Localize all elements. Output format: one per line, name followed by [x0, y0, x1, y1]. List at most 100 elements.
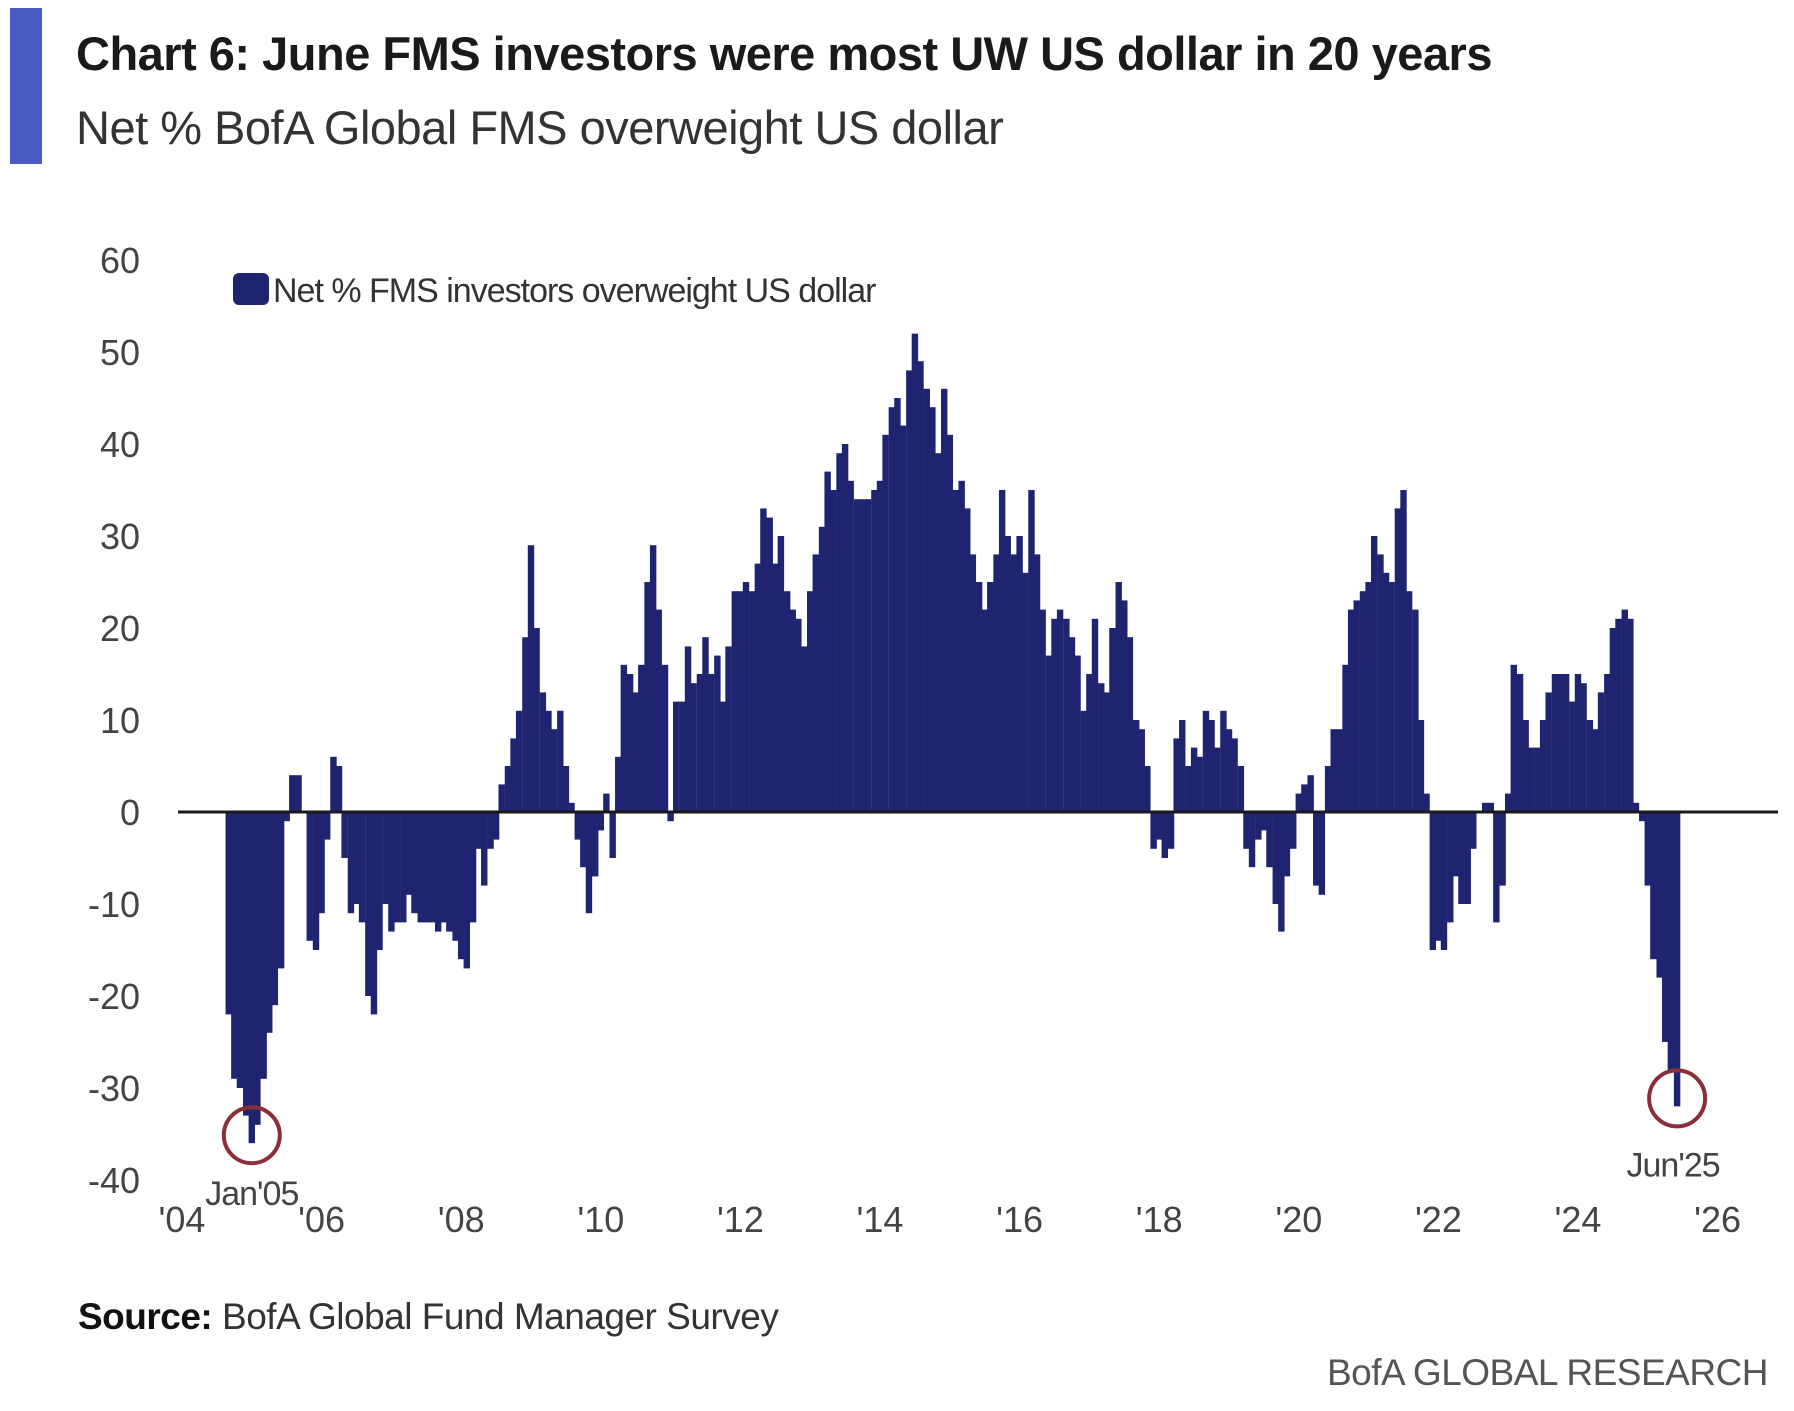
- bar: [1400, 490, 1407, 812]
- y-axis-ticks: 60 50 40 30 20 10 0 -10 -20 -30 -40: [88, 240, 140, 1201]
- bar: [952, 490, 959, 812]
- bar: [1039, 609, 1046, 812]
- bar: [423, 812, 430, 923]
- bar: [859, 499, 866, 812]
- bar: [1639, 812, 1646, 822]
- bar: [661, 664, 669, 812]
- bar: [1208, 720, 1215, 812]
- bar: [655, 609, 662, 812]
- bar: [1021, 572, 1029, 812]
- y-tick-label: -20: [88, 976, 140, 1017]
- x-tick-label: '26: [1694, 1199, 1741, 1240]
- bar: [335, 766, 343, 812]
- bar: [1615, 618, 1622, 812]
- bar: [1068, 637, 1076, 812]
- bar: [830, 490, 837, 812]
- bar: [1132, 720, 1140, 812]
- bar: [341, 812, 348, 858]
- bar: [1196, 756, 1203, 812]
- bar: [1231, 738, 1238, 812]
- chart-subtitle: Net % BofA Global FMS overweight US doll…: [76, 101, 1004, 154]
- bar: [1440, 812, 1448, 950]
- bar: [446, 812, 453, 932]
- bar: [882, 434, 889, 812]
- bar: [1365, 582, 1372, 812]
- bar: [452, 812, 459, 941]
- bar: [1167, 812, 1175, 849]
- bar: [899, 425, 907, 812]
- bar: [876, 480, 884, 812]
- bar: [667, 812, 674, 822]
- bar: [714, 655, 721, 812]
- bar: [1545, 692, 1552, 812]
- bar: [1278, 812, 1285, 932]
- bar: [376, 812, 383, 950]
- annotation-label: Jan'05: [205, 1175, 298, 1213]
- bar: [1644, 812, 1652, 886]
- legend-label: Net % FMS investors overweight US dollar: [273, 272, 876, 310]
- bar: [638, 664, 645, 812]
- bar: [731, 591, 739, 812]
- bar: [1074, 655, 1081, 812]
- bar: [417, 812, 424, 923]
- bar: [254, 812, 261, 1125]
- bar: [941, 388, 948, 812]
- bar: [365, 812, 372, 996]
- bar: [330, 756, 337, 812]
- bar: [766, 517, 773, 812]
- bar: [1144, 766, 1151, 812]
- bar: [283, 812, 290, 822]
- bar: [754, 563, 762, 812]
- bar: [1493, 812, 1500, 923]
- bar: [1115, 582, 1122, 812]
- bar: [725, 646, 732, 812]
- bar: [568, 802, 575, 812]
- bar: [1382, 572, 1390, 812]
- bar: [1359, 591, 1367, 812]
- bar: [1604, 674, 1611, 812]
- bar: [492, 812, 500, 840]
- annotation-label: Jun'25: [1627, 1146, 1720, 1184]
- y-tick-label: 10: [100, 700, 140, 741]
- bar: [358, 812, 366, 923]
- bar: [574, 812, 581, 840]
- bar: [1272, 812, 1279, 904]
- bar: [1342, 664, 1349, 812]
- bar: [1283, 812, 1291, 877]
- bar: [1063, 618, 1070, 812]
- bar: [533, 628, 540, 812]
- x-tick-label: '08: [438, 1199, 485, 1240]
- bar: [1534, 747, 1541, 812]
- bar: [510, 738, 517, 812]
- bar: [777, 536, 785, 812]
- source-text: BofA Global Fund Manager Survey: [222, 1296, 779, 1337]
- y-tick-label: -30: [88, 1068, 140, 1109]
- bar: [1028, 490, 1035, 812]
- bar: [684, 646, 692, 812]
- bar: [1510, 664, 1517, 812]
- bar: [400, 812, 407, 923]
- bar: [801, 646, 808, 812]
- bar: [1650, 812, 1657, 960]
- bar: [1010, 554, 1018, 812]
- bar: [934, 453, 942, 812]
- bar: [1656, 812, 1663, 978]
- bar: [1045, 655, 1053, 812]
- bar: [1109, 628, 1116, 812]
- bar: [1313, 812, 1320, 886]
- bar: [772, 563, 779, 812]
- bar: [1667, 812, 1675, 1070]
- bar: [527, 545, 535, 812]
- bar: [1417, 720, 1425, 812]
- bar: [1179, 720, 1186, 812]
- bar: [981, 609, 988, 812]
- x-tick-label: '22: [1415, 1199, 1462, 1240]
- bar: [1528, 747, 1535, 812]
- bar: [1004, 536, 1011, 812]
- bar: [388, 812, 395, 932]
- bar: [906, 370, 913, 812]
- chart-title: Chart 6: June FMS investors were most UW…: [76, 27, 1492, 80]
- bar: [370, 812, 378, 1015]
- highlight-circle: [1647, 1068, 1708, 1129]
